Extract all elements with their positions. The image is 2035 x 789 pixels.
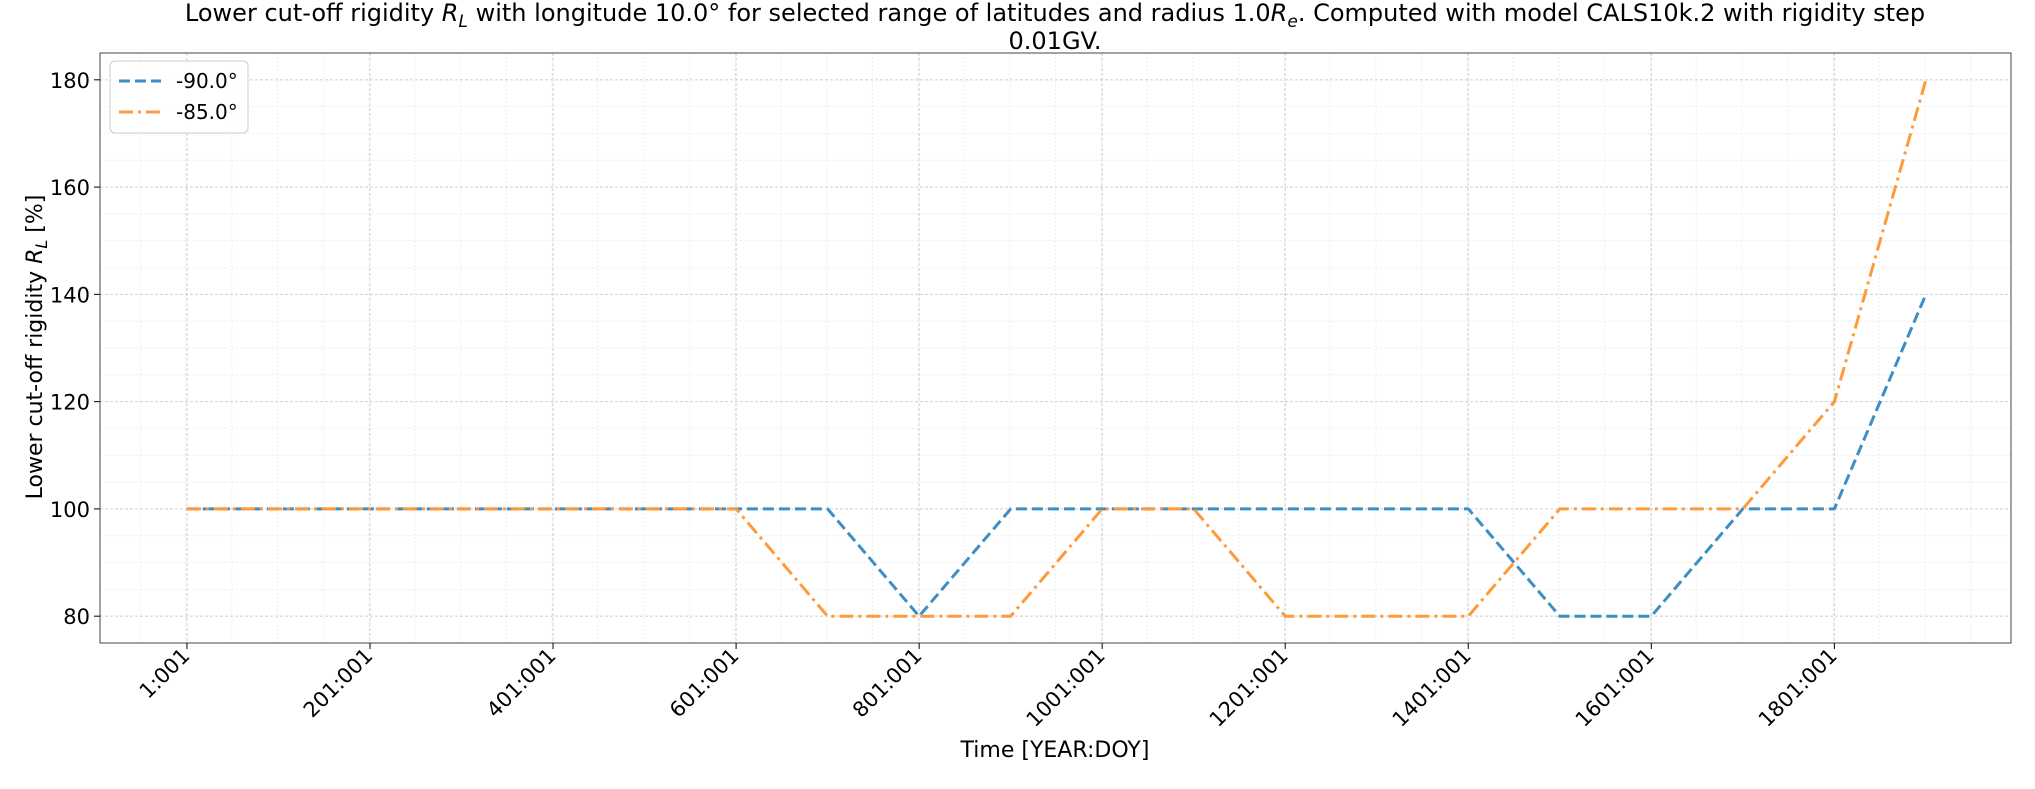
y-tick-label: 140 (50, 283, 90, 307)
x-tick-label: 1:001 (135, 644, 195, 704)
legend: -90.0° -85.0° (109, 60, 249, 134)
x-axis-ticks: 1:001 201:001 401:001 601:001 801:001 1001:00… (135, 643, 1842, 732)
x-tick-label: 1401:001 (1388, 644, 1476, 732)
x-tick-label: 1201:001 (1205, 644, 1293, 732)
x-tick-label: 401:001 (482, 644, 561, 723)
x-tick-label: 601:001 (665, 644, 744, 723)
legend-box (109, 60, 249, 134)
x-tick-label: 801:001 (848, 644, 927, 723)
x-tick-label: 1601:001 (1571, 644, 1659, 732)
x-tick-label: 1001:001 (1022, 644, 1110, 732)
grid (100, 53, 2011, 643)
x-axis-label: Time [YEAR:DOY] (960, 738, 1150, 763)
chart-title-line-2: 0.01GV. (1009, 27, 1102, 55)
plot-frame (99, 52, 2012, 644)
chart-title-line-1: Lower cut-off rigidity RL with longitude… (185, 0, 1925, 32)
y-tick-label: 180 (50, 69, 90, 93)
series-line-1 (186, 79, 1928, 618)
y-axis-ticks: 80 100 120 140 160 180 (50, 69, 100, 629)
y-tick-label: 100 (50, 498, 90, 522)
y-tick-label: 160 (50, 176, 90, 200)
legend-label-south-90: -90.0° (176, 69, 238, 93)
y-tick-label: 120 (50, 391, 90, 415)
legend-label-south-85: -85.0° (176, 100, 238, 124)
series-lines (186, 79, 1928, 618)
x-tick-label: 201:001 (299, 644, 378, 723)
y-axis-label: Lower cut-off rigidity RL [%] (23, 195, 51, 500)
x-tick-label: 1801:001 (1754, 644, 1842, 732)
y-tick-label: 80 (63, 605, 90, 629)
